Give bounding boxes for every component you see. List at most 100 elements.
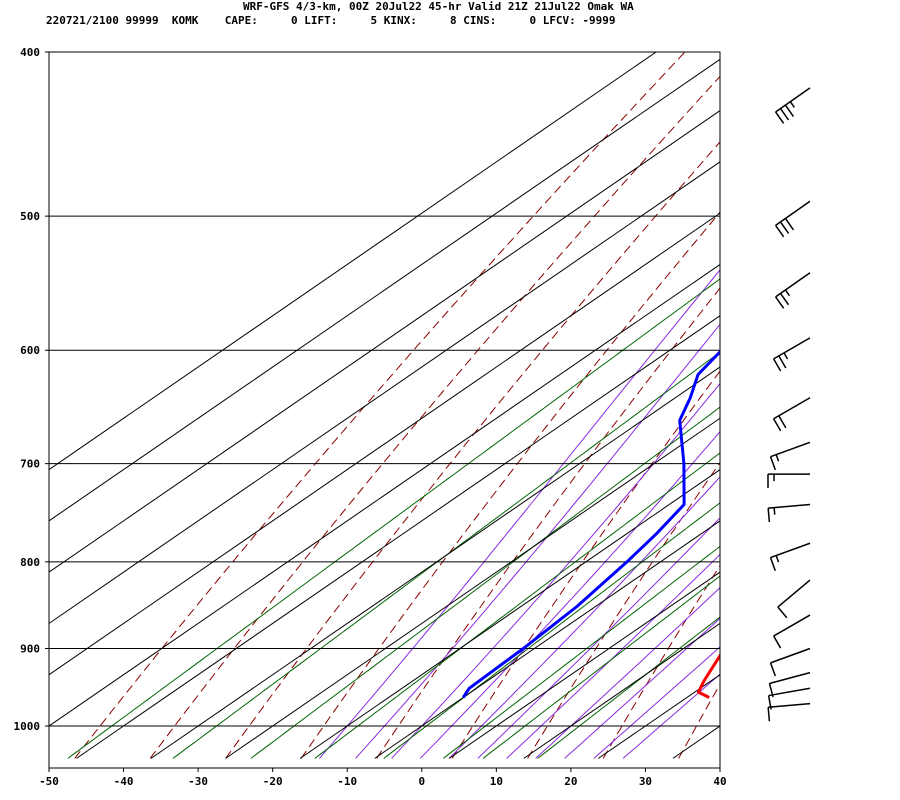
background-lines — [67, 43, 900, 759]
isotherm — [523, 622, 720, 759]
barb-half-flag — [789, 101, 795, 108]
barb-flag — [767, 508, 771, 523]
isotherm — [49, 110, 720, 573]
isotherm — [598, 674, 720, 759]
barb-flag — [774, 224, 785, 238]
x-tick-label: 20 — [564, 775, 577, 788]
x-tick-label: 10 — [490, 775, 503, 788]
wind-barb — [774, 87, 811, 124]
barb-flag — [774, 296, 785, 309]
barb-flag — [772, 635, 782, 649]
wind-barb — [772, 614, 811, 649]
dry-adiabat — [678, 683, 720, 759]
dry-adiabat — [602, 564, 720, 759]
barb-flag — [779, 108, 790, 121]
wind-barb — [767, 473, 810, 489]
wind-barb — [767, 503, 811, 523]
isotherm — [49, 58, 720, 522]
x-tick-label: -40 — [114, 775, 134, 788]
mixing-ratio-line — [314, 452, 720, 759]
isotherm — [49, 263, 720, 727]
barb-shaft — [777, 579, 811, 608]
barb-shaft — [770, 441, 811, 458]
barb-shaft — [775, 272, 811, 298]
moist-adiabat — [391, 382, 720, 759]
barb-flag — [767, 695, 772, 710]
barb-flag — [779, 292, 790, 306]
dry-adiabat — [754, 43, 900, 759]
barb-flag — [777, 606, 788, 619]
mixing-ratio-line — [172, 351, 720, 759]
wind-barb — [769, 542, 811, 572]
barb-shaft — [773, 397, 811, 420]
profiles — [461, 349, 720, 699]
sounding-title: WRF-GFS 4/3-km, 00Z 20Jul22 45-hr Valid … — [243, 0, 634, 13]
barb-half-flag — [784, 289, 791, 297]
y-tick-label: 500 — [20, 210, 40, 223]
dry-adiabat — [225, 141, 720, 759]
x-tick-label: 30 — [639, 775, 652, 788]
barb-shaft — [773, 337, 811, 360]
isotherm — [49, 212, 720, 676]
x-tick-label: 0 — [418, 775, 425, 788]
x-axis-ticks: -50 -40 -30 -20 -10 0 10 20 30 40 — [39, 768, 727, 788]
moist-adiabat — [477, 517, 720, 759]
barb-shaft — [768, 702, 811, 709]
barb-half-flag — [773, 507, 776, 515]
wind-barb — [767, 687, 811, 710]
barb-flag — [784, 104, 795, 117]
x-tick-label: -30 — [188, 775, 208, 788]
barb-shaft — [775, 200, 811, 226]
isotherm — [225, 417, 720, 759]
moist-adiabat — [355, 323, 720, 759]
barb-shaft — [775, 87, 811, 113]
barb-flag — [778, 355, 787, 369]
x-tick-label: -20 — [263, 775, 283, 788]
y-tick-label: 1000 — [14, 720, 41, 733]
barb-flag — [772, 418, 782, 432]
wind-barb — [777, 579, 811, 619]
mixing-ratio-line — [250, 406, 720, 759]
wind-barbs — [767, 87, 811, 722]
barb-shaft — [770, 647, 811, 664]
barb-half-flag — [775, 555, 780, 563]
dry-adiabat — [527, 461, 720, 759]
wind-barb — [772, 337, 811, 372]
dry-adiabat — [376, 287, 720, 759]
barb-flag — [768, 683, 774, 698]
moist-adiabat — [448, 476, 720, 759]
barb-shaft — [768, 503, 811, 509]
mixing-ratio-line — [67, 278, 720, 759]
barb-shaft — [770, 542, 811, 559]
station-indices-line: 220721/2100 99999 KOMK CAPE: 0 LIFT: 5 K… — [46, 14, 616, 27]
mixing-ratio-line — [482, 575, 720, 759]
barb-flag — [784, 218, 795, 231]
y-tick-label: 900 — [20, 642, 40, 655]
y-tick-label: 600 — [20, 344, 40, 357]
isotherm — [672, 725, 720, 759]
moist-adiabat — [564, 617, 720, 759]
barb-half-flag — [775, 454, 780, 462]
wind-barb — [769, 441, 811, 471]
dry-adiabat — [451, 370, 720, 759]
moist-adiabat — [319, 269, 720, 759]
barb-shaft — [768, 687, 811, 697]
wind-barb — [769, 647, 811, 677]
barb-flag — [774, 111, 785, 124]
moist-adiabat — [535, 587, 720, 759]
dry-adiabat — [149, 75, 720, 759]
moist-adiabat — [593, 646, 720, 759]
wind-barb — [768, 671, 811, 698]
x-tick-label: -10 — [337, 775, 357, 788]
moist-adiabat — [622, 673, 720, 759]
dry-adiabat — [74, 52, 686, 759]
wind-barb — [772, 397, 811, 432]
x-tick-label: 40 — [713, 775, 726, 788]
y-axis-ticks: 400 500 600 700 800 900 1000 — [14, 46, 49, 733]
moist-adiabat — [419, 430, 720, 759]
isotherm — [76, 315, 720, 759]
barb-shaft — [773, 614, 811, 637]
isotherm — [374, 520, 720, 759]
isotherm — [150, 366, 720, 759]
